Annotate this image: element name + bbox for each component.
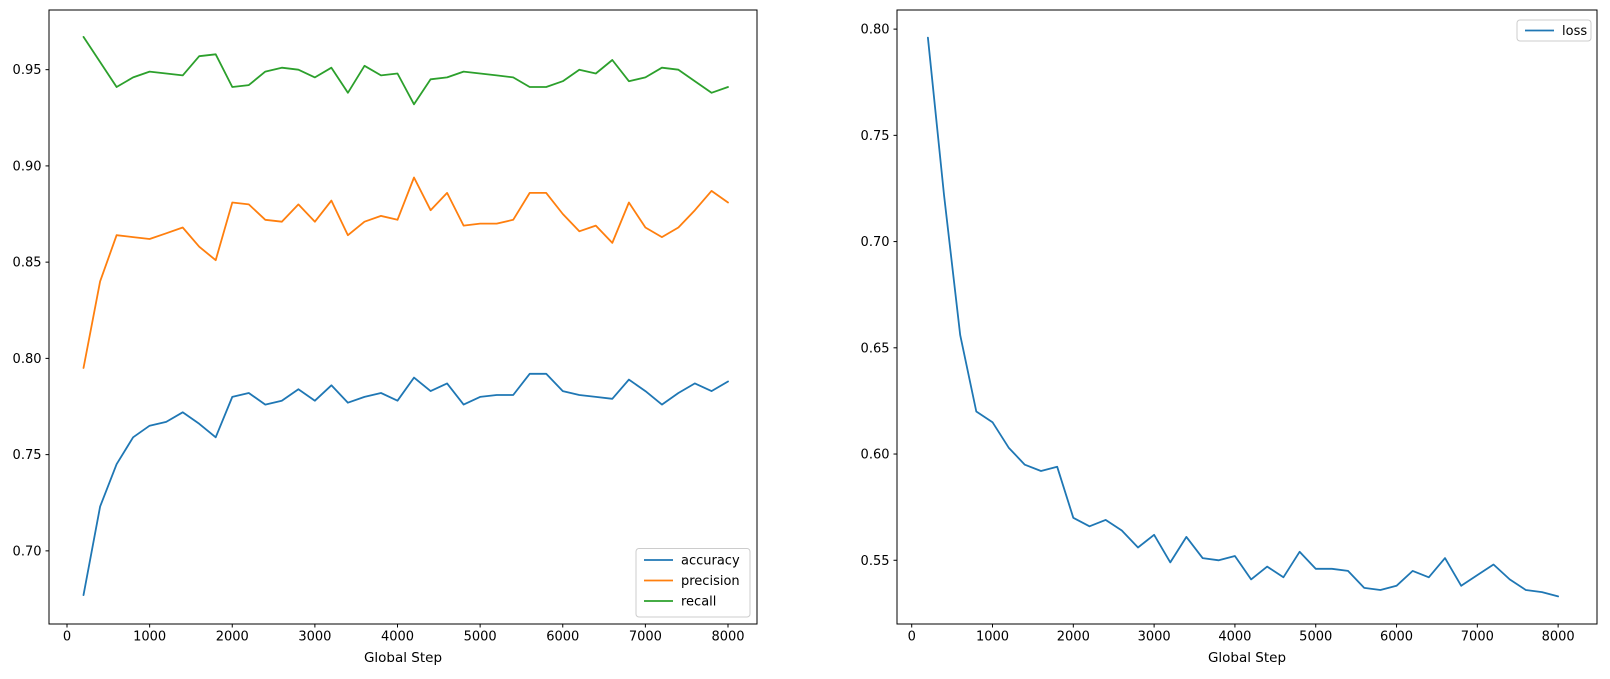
y-tick-label: 0.90 [13,159,42,174]
y-tick-label: 0.95 [13,63,42,78]
x-tick-label: 4000 [1218,630,1251,645]
x-tick-label: 3000 [298,630,331,645]
x-axis-label: Global Step [364,650,442,666]
legend: loss [1516,19,1592,42]
legend: accuracy precision recall [635,548,751,618]
y-tick-label: 0.85 [13,256,42,271]
x-tick-label: 8000 [1542,630,1575,645]
legend-label: accuracy [681,554,740,569]
precision-line [82,176,729,369]
x-tick-label: 1000 [976,630,1009,645]
y-tick-label: 0.75 [13,448,42,463]
legend-label: loss [1562,24,1587,39]
legend-box [635,548,751,618]
x-tick-label: 0 [908,630,916,645]
x-tick-label: 2000 [216,630,249,645]
y-tick-label: 0.70 [861,235,890,250]
x-tick-label: 7000 [629,630,662,645]
x-tick-label: 5000 [464,630,497,645]
y-tick-label: 0.80 [861,23,890,38]
x-tick-label: 4000 [381,630,414,645]
x-tick-label: 1000 [133,630,166,645]
x-tick-label: 6000 [1380,630,1413,645]
legend-label: recall [681,595,716,610]
x-tick-label: 0 [63,630,71,645]
y-tick-label: 0.55 [861,554,890,569]
x-axis-label: Global Step [1208,650,1286,666]
x-tick-label: 5000 [1299,630,1332,645]
accuracy-line [82,372,729,596]
y-tick-label: 0.70 [13,544,42,559]
x-tick-label: 6000 [546,630,579,645]
axes-box [896,9,1598,625]
y-tick-label: 0.65 [861,341,890,356]
axes-box [48,9,758,625]
x-tick-label: 2000 [1057,630,1090,645]
y-tick-label: 0.80 [13,352,42,367]
recall-line [82,36,729,106]
y-tick-label: 0.60 [861,448,890,463]
legend-label: precision [681,574,740,589]
loss-line [927,36,1559,598]
x-tick-label: 8000 [711,630,744,645]
x-tick-label: 7000 [1461,630,1494,645]
y-tick-label: 0.75 [861,129,890,144]
x-tick-label: 3000 [1138,630,1171,645]
